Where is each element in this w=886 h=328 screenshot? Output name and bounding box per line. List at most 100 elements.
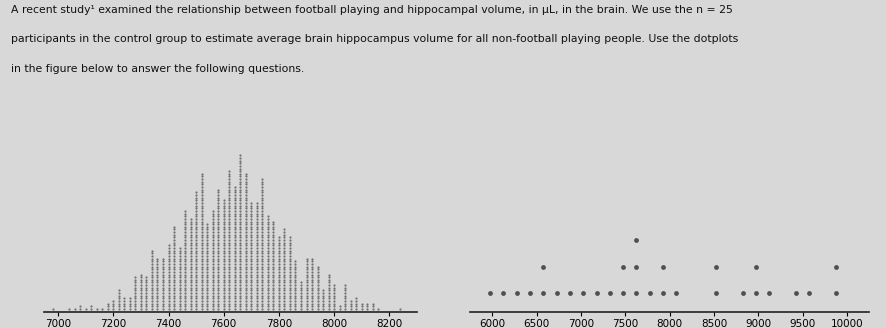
Point (200, 248, 214, 253)
Point (233, 230, 247, 235)
Point (370, 306, 385, 312)
Point (228, 227, 242, 232)
Point (233, 269, 247, 275)
Point (228, 248, 242, 253)
Point (277, 269, 291, 275)
Point (167, 232, 181, 237)
Point (222, 259, 236, 264)
Point (228, 277, 242, 282)
Point (139, 277, 153, 282)
Point (189, 240, 203, 245)
Point (283, 264, 297, 269)
Point (244, 277, 258, 282)
Point (305, 259, 319, 264)
Point (293, 306, 307, 312)
Point (194, 256, 208, 261)
Point (211, 267, 225, 272)
Point (277, 296, 291, 301)
Point (260, 259, 275, 264)
Point (523, 291, 537, 296)
Point (277, 264, 291, 269)
Point (206, 296, 220, 301)
Point (233, 296, 247, 301)
Point (172, 275, 186, 280)
Point (260, 293, 275, 298)
Point (250, 221, 264, 227)
Point (260, 282, 275, 288)
Point (228, 296, 242, 301)
Point (305, 298, 319, 304)
Point (189, 285, 203, 290)
Point (172, 293, 186, 298)
Point (260, 298, 275, 304)
Point (228, 221, 242, 227)
Point (216, 290, 230, 296)
Point (189, 306, 203, 312)
Point (216, 280, 230, 285)
Point (216, 200, 230, 206)
Point (222, 251, 236, 256)
Point (260, 267, 275, 272)
Point (233, 171, 247, 176)
Point (167, 245, 181, 251)
Point (139, 285, 153, 290)
Point (266, 296, 280, 301)
Point (228, 198, 242, 203)
Point (255, 230, 269, 235)
Point (255, 176, 269, 182)
Point (271, 298, 285, 304)
Point (183, 227, 198, 232)
Point (167, 243, 181, 248)
Point (271, 280, 285, 285)
Point (216, 253, 230, 258)
Point (283, 296, 297, 301)
Point (172, 267, 186, 272)
Point (194, 275, 208, 280)
Point (189, 275, 203, 280)
Point (283, 253, 297, 258)
Point (194, 280, 208, 285)
Point (144, 288, 159, 293)
Point (183, 259, 198, 264)
Point (222, 174, 236, 179)
Point (238, 216, 253, 221)
Point (228, 298, 242, 304)
Point (134, 304, 148, 309)
Point (122, 296, 136, 301)
Point (206, 304, 220, 309)
Point (365, 304, 379, 309)
Point (238, 282, 253, 288)
Point (233, 158, 247, 163)
Point (349, 306, 363, 312)
Point (112, 298, 126, 304)
Point (228, 280, 242, 285)
Point (189, 301, 203, 306)
Point (233, 208, 247, 214)
Point (206, 272, 220, 277)
Point (233, 306, 247, 312)
Point (277, 306, 291, 312)
Point (200, 251, 214, 256)
Point (206, 235, 220, 240)
Point (194, 232, 208, 237)
Point (84, 306, 98, 312)
Point (167, 293, 181, 298)
Point (216, 288, 230, 293)
Point (200, 282, 214, 288)
Point (629, 264, 643, 269)
Point (299, 304, 314, 309)
Point (172, 256, 186, 261)
Point (183, 221, 198, 227)
Point (244, 256, 258, 261)
Point (200, 272, 214, 277)
Point (260, 280, 275, 285)
Point (255, 272, 269, 277)
Point (238, 237, 253, 243)
Point (156, 272, 170, 277)
Point (211, 198, 225, 203)
Point (228, 203, 242, 208)
Point (321, 290, 335, 296)
Point (222, 214, 236, 219)
Point (206, 267, 220, 272)
Point (238, 288, 253, 293)
